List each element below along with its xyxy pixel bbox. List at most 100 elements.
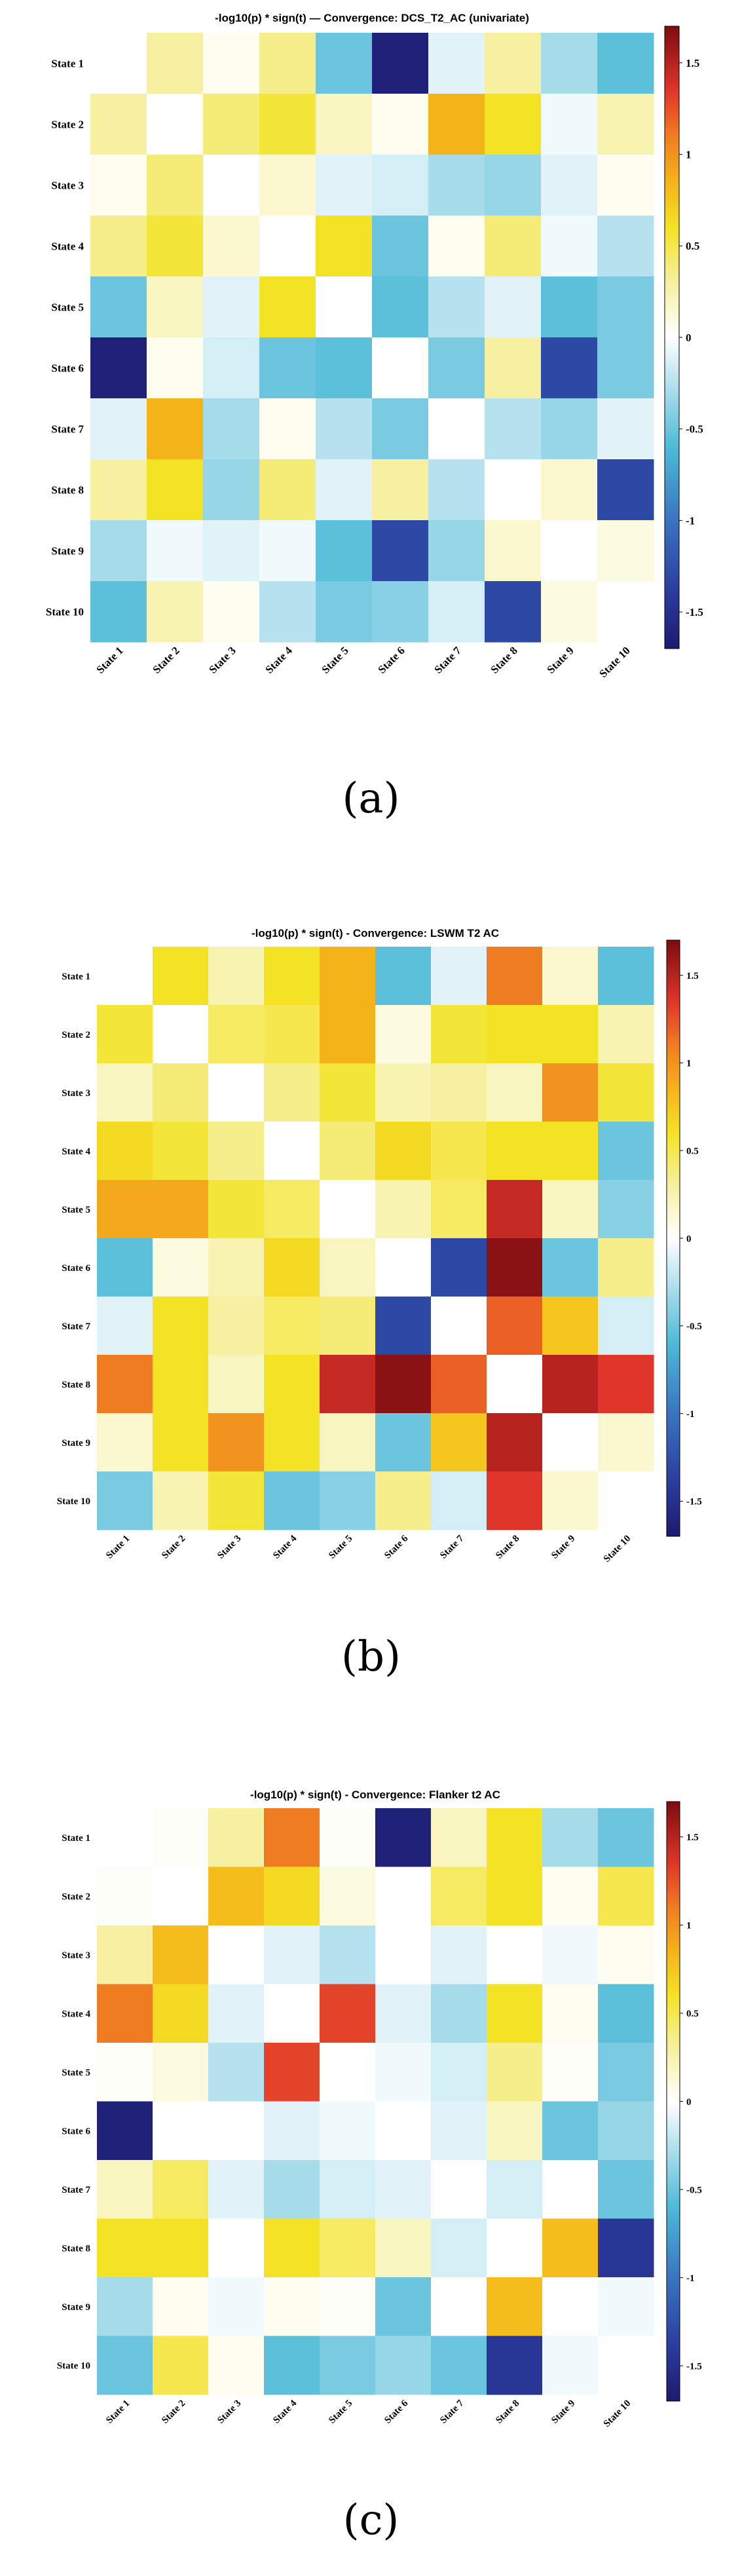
heatmap-cell: [208, 1984, 265, 2043]
heatmap-cell: [208, 2218, 265, 2278]
heatmap-cell: [542, 947, 599, 1006]
heatmap-cell: [316, 94, 373, 155]
y-tick-label: State 5: [51, 301, 84, 313]
heatmap-cell: [372, 276, 429, 338]
heatmap-cell: [153, 1866, 209, 1926]
y-tick-label: State 9: [51, 544, 84, 557]
heatmap-cell: [485, 276, 542, 338]
heatmap-cell: [428, 94, 485, 155]
heatmap-cell: [320, 1063, 376, 1122]
heatmap-cell: [90, 33, 147, 94]
heatmap-cell: [147, 398, 204, 460]
heatmap-cell: [153, 1471, 209, 1530]
x-tick-label: State 6: [375, 644, 407, 675]
heatmap-cell: [542, 1180, 599, 1239]
colorbar-tick-label: 0: [686, 2097, 692, 2108]
heatmap-cell: [147, 459, 204, 521]
heatmap-cell: [598, 1297, 654, 1355]
heatmap-cell: [264, 1925, 320, 1984]
heatmap-cell: [208, 1238, 265, 1297]
heatmap-cell: [598, 1984, 654, 2043]
heatmap-cell: [90, 581, 147, 643]
heatmap-cell: [203, 216, 260, 277]
heatmap-cell: [320, 947, 376, 1006]
colorbar-tick-label: 1: [686, 1921, 692, 1931]
heatmap-cell: [375, 1984, 432, 2043]
heatmap-cell: [208, 1005, 265, 1064]
heatmap-cell: [208, 1180, 265, 1239]
heatmap-cell: [372, 216, 429, 277]
heatmap-cell: [320, 1471, 376, 1530]
colorbar-tick-label: 1.5: [686, 1832, 699, 1843]
colorbar-tick-label: -1.5: [686, 1497, 702, 1507]
y-tick-label: State 6: [62, 2127, 90, 2137]
heatmap-cell: [375, 1005, 432, 1064]
heatmap-cell: [487, 2218, 543, 2278]
y-tick-label: State 2: [62, 1892, 90, 1903]
colorbar-tick-label: 0: [686, 1234, 692, 1244]
heatmap-cell: [320, 2218, 376, 2278]
heatmap-cell: [153, 1808, 209, 1867]
colorbar-tick-label: 0: [686, 331, 692, 344]
heatmap-cell: [320, 2101, 376, 2161]
heatmap-cell: [597, 581, 654, 643]
heatmap-cell: [320, 1866, 376, 1926]
heatmap-cell: [320, 1355, 376, 1414]
heatmap-cell: [372, 398, 429, 460]
heatmap-cell: [598, 1063, 654, 1122]
heatmap-cell: [259, 459, 316, 521]
caption-a: (a): [342, 774, 400, 823]
heatmap-cell: [485, 94, 542, 155]
heatmap-cell: [203, 276, 260, 338]
x-tick-label: State 9: [544, 644, 576, 675]
heatmap-cell: [428, 216, 485, 277]
heatmap-cell: [208, 1063, 265, 1122]
heatmap-cell: [487, 1122, 543, 1181]
heatmap-cell: [431, 1297, 487, 1355]
heatmap-cell: [372, 33, 429, 94]
heatmap-cell: [375, 1471, 432, 1530]
heatmap-cell: [375, 1122, 432, 1181]
heatmap-cell: [320, 2043, 376, 2102]
heatmap-cell: [316, 276, 373, 338]
x-tick-label: State 6: [382, 1533, 411, 1561]
heatmap-cell: [431, 2043, 487, 2102]
y-tick-label: State 7: [51, 423, 84, 435]
x-tick-label: State 2: [150, 644, 181, 675]
x-tick-label: State 4: [271, 2398, 299, 2426]
heatmap-cell: [153, 2043, 209, 2102]
colorbar-tick-label: 0.5: [686, 240, 699, 252]
y-tick-label: State 7: [62, 1321, 90, 1332]
heatmap-cell: [203, 398, 260, 460]
heatmap-cell: [264, 1984, 320, 2043]
x-tick-label: State 5: [319, 644, 350, 675]
heatmap-cell: [320, 1122, 376, 1181]
heatmap-cell: [598, 2218, 654, 2278]
heatmap-cell: [208, 2277, 265, 2336]
heatmap-cell: [320, 1984, 376, 2043]
heatmap-cell: [375, 2277, 432, 2336]
chart-title: -log10(p) * sign(t) - Convergence: Flank…: [250, 1789, 500, 1801]
heatmap-cell: [208, 1122, 265, 1181]
heatmap-cell: [542, 1005, 599, 1064]
heatmap-cell: [90, 459, 147, 521]
heatmap-cell: [598, 1866, 654, 1926]
heatmap-cell: [97, 1355, 153, 1414]
heatmap-cell: [259, 337, 316, 399]
colorbar-tick-label: 1: [686, 1059, 692, 1069]
colorbar-tick-label: -1.5: [686, 606, 703, 618]
heatmap-cell: [90, 94, 147, 155]
y-tick-label: State 8: [51, 483, 84, 496]
x-tick-label: State 7: [438, 1533, 466, 1561]
x-tick-label: State 10: [597, 644, 633, 680]
heatmap-cell: [259, 581, 316, 643]
panel-a: -log10(p) * sign(t) — Convergence: DCS_T…: [0, 0, 742, 760]
heatmap-cell: [542, 1297, 599, 1355]
heatmap-cell: [598, 1925, 654, 1984]
heatmap-cell: [90, 276, 147, 338]
heatmap-cell: [487, 2277, 543, 2336]
heatmap-cell: [153, 1063, 209, 1122]
x-tick-label: State 10: [602, 1534, 633, 1565]
heatmap-cell: [597, 398, 654, 460]
heatmap-cell: [598, 1413, 654, 1472]
